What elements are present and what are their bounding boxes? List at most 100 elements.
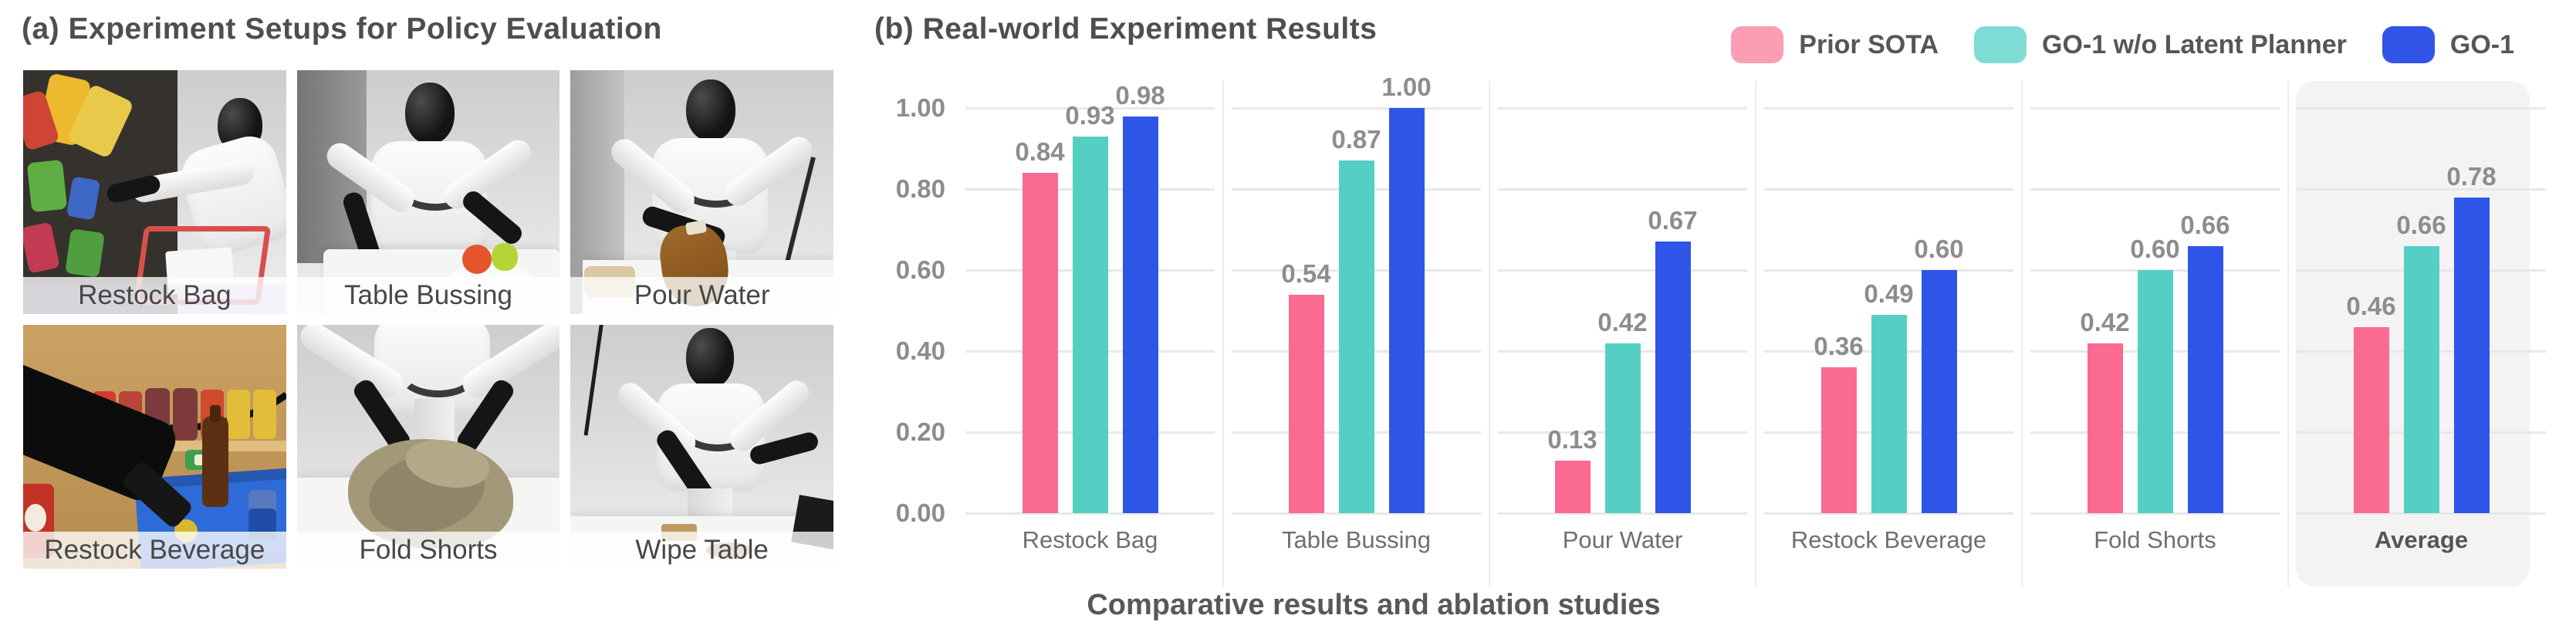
bar-prior-sota-average: 0.46	[2346, 292, 2396, 513]
category-panel: 0.36 0.49 0.60 Restock Beverage	[1756, 106, 2022, 553]
photo-label-text: Pour Water	[634, 280, 770, 310]
bar-value-label: 0.78	[2446, 161, 2497, 191]
bar-go-1-w-o-latent-planner-fold-shorts: 0.60	[2130, 235, 2180, 513]
bar-go-1-restock-bag: 0.98	[1115, 81, 1165, 513]
bar-chart: 0.00 0.20 0.40 0.60 0.80 1.00 0.84 0.93 0.98 Rest…	[896, 73, 2554, 586]
bar-prior-sota-restock-bag: 0.84	[1015, 137, 1065, 513]
y-tick-label: 0.40	[895, 336, 945, 365]
bar-go-1-table-bussing: 1.00	[1381, 73, 1432, 513]
gridline	[2030, 512, 2280, 515]
legend-item-go-1-w-o-latent-planner: GO-1 w/o Latent Planner	[1974, 26, 2347, 63]
bar-value-label: 0.60	[2130, 235, 2180, 263]
panel-separator	[2287, 81, 2289, 586]
category-panel: 0.13 0.42 0.67 Pour Water	[1489, 106, 1756, 553]
gridline	[1498, 106, 1747, 110]
panel-separator	[1222, 81, 1224, 586]
bar-value-label: 0.84	[1015, 137, 1065, 166]
bar-group: 0.84 0.93 0.98	[957, 81, 1223, 513]
photo-label: Restock Bag	[23, 277, 286, 314]
photo-label-text: Table Bussing	[344, 280, 512, 310]
y-tick-label: 0.80	[895, 174, 945, 203]
gridline	[1764, 188, 2013, 191]
bar-go-1-w-o-latent-planner-restock-bag: 0.93	[1065, 101, 1115, 513]
category-label: Fold Shorts	[2094, 526, 2216, 553]
photo-restock-beverage: Restock Beverage	[23, 325, 286, 569]
bar-value-label: 0.13	[1547, 424, 1597, 454]
bar-prior-sota-table-bussing: 0.54	[1281, 259, 1331, 513]
bar-value-label: 0.66	[2396, 210, 2446, 239]
bar-value-label: 0.54	[1281, 258, 1331, 288]
gridline	[1232, 512, 1481, 515]
panel-separator	[2021, 81, 2023, 586]
gridline	[1764, 269, 2013, 272]
panel-b-title: (b) Real-world Experiment Results	[874, 12, 1378, 46]
bar-go-1-pour-water: 0.67	[1648, 206, 1698, 513]
category-label: Restock Bag	[1022, 526, 1158, 553]
bar-value-label: 0.87	[1331, 125, 1381, 154]
bar-group: 0.13 0.42 0.67	[1489, 206, 1756, 513]
bar-prior-sota-fold-shorts: 0.42	[2080, 308, 2130, 513]
bar-group: 0.42 0.60 0.66	[2022, 211, 2288, 513]
panel-separator	[1755, 81, 1756, 586]
bar-go-1-restock-beverage: 0.60	[1914, 235, 1964, 513]
gridline	[2297, 512, 2546, 515]
legend-label: GO-1	[2449, 29, 2514, 59]
photo-label: Restock Beverage	[23, 532, 286, 569]
legend-label: Prior SOTA	[1799, 29, 1939, 59]
photo-pour-water: Pour Water	[570, 70, 833, 314]
gridline	[2030, 188, 2280, 191]
bar-value-label: 1.00	[1381, 73, 1432, 101]
legend-item-go-1: GO-1	[2382, 26, 2514, 63]
gridline	[1498, 269, 1747, 272]
bar-value-label: 0.60	[1914, 235, 1964, 263]
bar-value-label: 0.67	[1648, 206, 1698, 235]
bar-go-1-w-o-latent-planner-table-bussing: 0.87	[1331, 125, 1381, 513]
bar-group: 0.36 0.49 0.60	[1756, 235, 2022, 513]
photo-label: Wipe Table	[570, 532, 833, 569]
category-label: Table Bussing	[1281, 526, 1431, 553]
photo-grid: Restock Bag T	[23, 70, 833, 569]
gridline	[1764, 512, 2013, 515]
gridline	[1498, 512, 1747, 515]
bar-prior-sota-pour-water: 0.13	[1547, 425, 1597, 513]
y-tick-label: 1.00	[895, 93, 945, 122]
bar-value-label: 0.42	[2080, 307, 2130, 336]
photo-label-text: Restock Beverage	[44, 535, 265, 565]
y-tick-label: 0.00	[895, 498, 945, 527]
photo-table-bussing: Table Bussing	[296, 70, 560, 314]
photo-fold-shorts: Fold Shorts	[296, 325, 560, 569]
photo-label: Pour Water	[570, 277, 833, 314]
gridline	[1232, 106, 1481, 110]
bar-value-label: 0.93	[1065, 100, 1115, 130]
bar-value-label: 0.49	[1864, 279, 1914, 308]
robot-figure	[297, 70, 560, 314]
photo-wipe-table: Wipe Table	[570, 325, 833, 569]
bar-go-1-average: 0.78	[2446, 162, 2497, 513]
legend-swatch	[1731, 26, 1784, 63]
figure-caption: Comparative results and ablation studies	[1087, 589, 1661, 621]
bar-group: 0.54 0.87 1.00	[1223, 73, 1489, 513]
category-label: Average	[2374, 526, 2469, 553]
bar-value-label: 0.66	[2180, 210, 2230, 239]
bar-go-1-w-o-latent-planner-restock-beverage: 0.49	[1864, 279, 1914, 513]
bar-value-label: 0.46	[2346, 291, 2396, 320]
bar-value-label: 0.36	[1814, 332, 1864, 360]
gridline	[1764, 106, 2013, 110]
panel-a-title: (a) Experiment Setups for Policy Evaluat…	[22, 12, 662, 46]
bar-value-label: 0.98	[1115, 80, 1165, 110]
bar-group: 0.46 0.66 0.78	[2288, 162, 2554, 513]
bar-go-1-w-o-latent-planner-pour-water: 0.42	[1597, 308, 1648, 513]
category-label: Restock Beverage	[1790, 526, 1987, 553]
photo-label-text: Fold Shorts	[359, 535, 498, 565]
chart-legend: Prior SOTA GO-1 w/o Latent Planner GO-1	[1731, 26, 2514, 63]
photo-label-text: Restock Bag	[78, 280, 232, 310]
legend-swatch	[2382, 26, 2435, 63]
photo-label: Fold Shorts	[296, 532, 560, 569]
gridline	[1498, 188, 1747, 191]
y-tick-label: 0.60	[895, 255, 945, 284]
photo-label-text: Wipe Table	[635, 535, 769, 565]
category-label: Pour Water	[1562, 526, 1683, 553]
gridline	[2030, 106, 2280, 110]
photo-label: Table Bussing	[296, 277, 560, 314]
category-panel: 0.46 0.66 0.78 Average	[2288, 106, 2554, 553]
